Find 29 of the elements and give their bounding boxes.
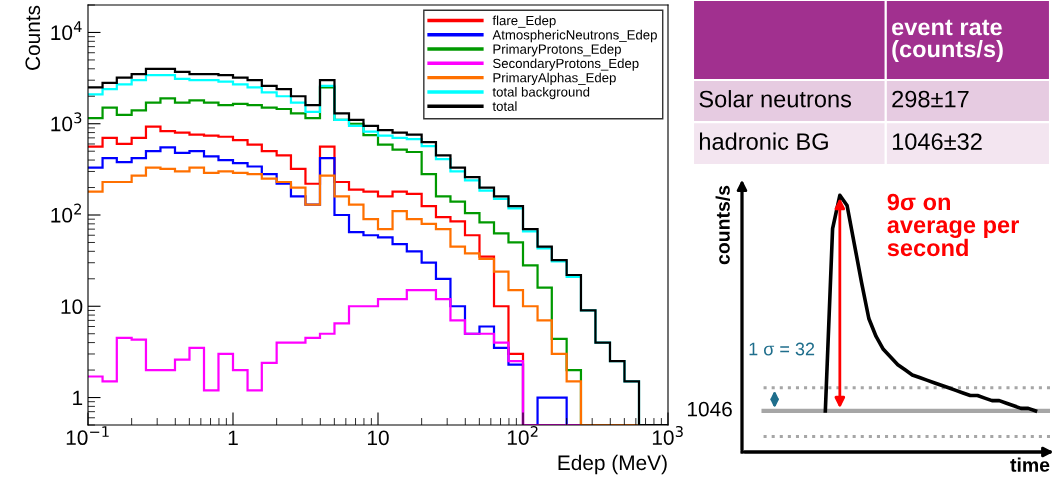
text: 1046 <box>688 401 732 417</box>
y-tick-label: 10$^{3}$ <box>51 112 82 132</box>
text: 298±17 <box>892 90 969 108</box>
x-tick-label: 1 <box>228 430 238 445</box>
y-axis-title: counts/s <box>715 185 731 265</box>
legend-label: PrimaryAlphas_Edep <box>493 72 616 85</box>
y-tick-label: 10 <box>61 299 83 315</box>
text: Solar neutrons <box>699 90 852 108</box>
legend-label: SecondaryProtons_Edep <box>493 58 639 71</box>
text: event rate (counts/s) <box>892 19 1003 63</box>
legend-label: AtmosphericNeutrons_Edep <box>492 29 657 43</box>
x-tick-label: 10 <box>368 430 389 446</box>
y-axis-title: Counts <box>25 5 41 70</box>
annotation: 9σ on average per second <box>887 193 1019 257</box>
y-tick-label: 10$^{2}$ <box>51 203 81 223</box>
text: 1046±32 <box>892 133 982 150</box>
legend-label: total background <box>492 86 590 100</box>
x-tick-label: 10$^{2}$ <box>507 426 538 445</box>
text: hadronic BG <box>699 132 828 150</box>
annotation: 1 σ = 32 <box>749 342 815 356</box>
x-tick-label: 10$^{−1}$ <box>66 426 109 446</box>
x-tick-label: 10$^{3}$ <box>652 426 683 445</box>
y-tick-label: 1 <box>73 390 83 406</box>
x-axis-title: Edep (MeV) <box>558 454 667 475</box>
y-tick-label: 10$^{4}$ <box>51 21 82 41</box>
legend-label: flare_Edep <box>492 15 556 28</box>
x-axis-title: time <box>1010 457 1050 472</box>
legend-label: PrimaryProtons_Edep <box>493 44 621 57</box>
legend-label: total <box>492 101 517 111</box>
